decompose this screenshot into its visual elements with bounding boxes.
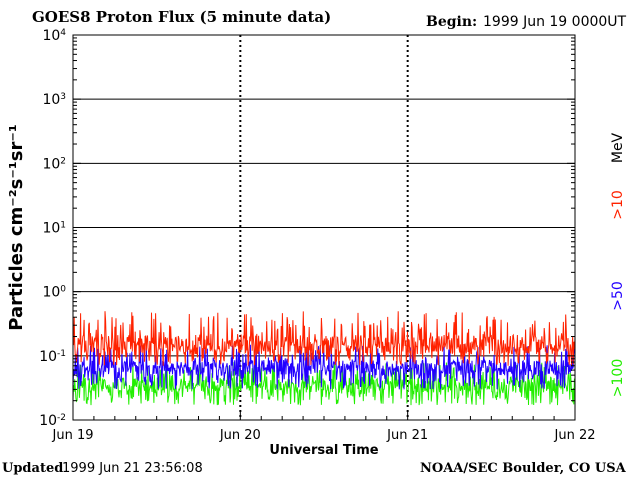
begin-label: Begin: [426,14,478,30]
series-line [72,362,576,406]
chart-title: GOES8 Proton Flux (5 minute data) [32,8,332,26]
y-tick-label: 10-1 [39,349,66,365]
y-tick-label: 100 [42,285,66,301]
credit-text: NOAA/SEC Boulder, CO USA [420,461,626,476]
y-tick-label: 10-2 [39,413,66,429]
energy-label: MeV [610,132,626,163]
x-tick-label: Jun 22 [554,428,596,443]
updated-value: 1999 Jun 21 23:56:08 [62,461,203,476]
y-tick-label: 102 [42,156,66,172]
y-tick-label: 103 [42,92,66,108]
y-tick-label: 104 [42,28,66,44]
begin-value: 1999 Jun 19 0000UT [483,14,627,30]
y-axis-label: Particles cm⁻²s⁻¹sr⁻¹ [6,124,27,330]
energy-label: >50 [610,281,626,311]
x-tick-label: Jun 20 [219,428,261,443]
updated-label: Updated [2,461,64,476]
energy-label: >100 [610,359,626,397]
series-line [72,344,576,390]
x-tick-label: Jun 19 [52,428,94,443]
series-line [72,311,576,366]
y-tick-label: 101 [42,221,66,237]
x-tick-label: Jun 21 [386,428,428,443]
x-axis-label: Universal Time [269,443,378,458]
energy-label: >10 [610,190,626,220]
